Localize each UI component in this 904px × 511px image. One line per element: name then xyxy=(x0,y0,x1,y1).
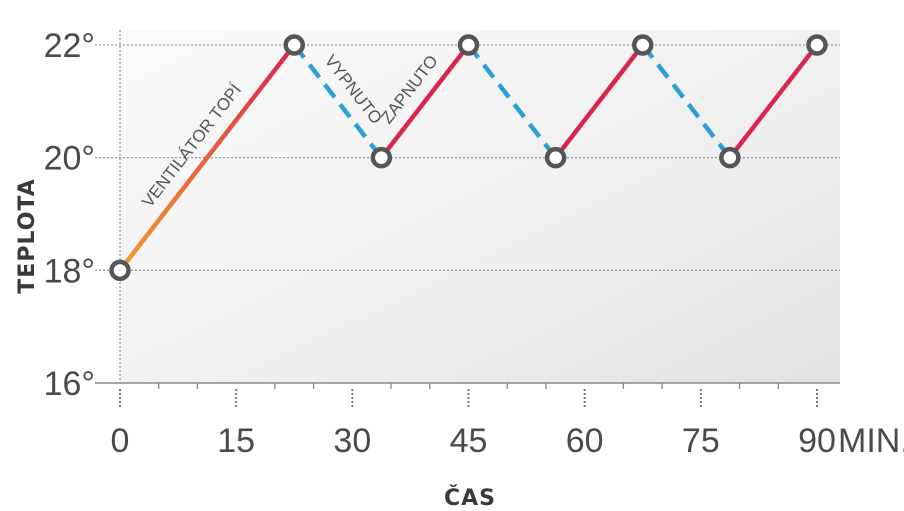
heating-segment xyxy=(379,43,471,160)
data-point xyxy=(544,146,567,169)
data-point xyxy=(806,34,828,56)
y-tick-label: 18° xyxy=(44,252,95,290)
x-tick-label: 45 xyxy=(450,422,488,460)
data-point xyxy=(457,34,480,56)
heating-segment xyxy=(118,43,297,272)
x-tick-label: 60 xyxy=(566,422,604,460)
y-tick-label: 22° xyxy=(44,27,95,65)
data-point xyxy=(109,259,131,282)
data-point xyxy=(632,34,654,56)
x-tick-label: 75 xyxy=(682,422,720,460)
x-tick-label: 0 xyxy=(111,422,130,460)
x-tick-label: 30 xyxy=(333,422,371,460)
heating-segment xyxy=(728,43,819,160)
plot-area xyxy=(120,30,840,383)
y-axis-title: TEPLOTA xyxy=(15,178,40,293)
y-tick-label: 16° xyxy=(44,365,95,403)
x-axis-title: ČAS xyxy=(444,485,496,511)
x-unit-label: MIN. xyxy=(838,422,904,460)
data-point xyxy=(370,146,393,169)
heating-segment xyxy=(553,43,645,160)
x-tick-label: 15 xyxy=(217,422,255,460)
y-tick-label: 20° xyxy=(44,140,95,178)
data-point xyxy=(719,146,741,169)
x-tick-label: 90 xyxy=(798,422,836,460)
data-point xyxy=(283,34,305,56)
